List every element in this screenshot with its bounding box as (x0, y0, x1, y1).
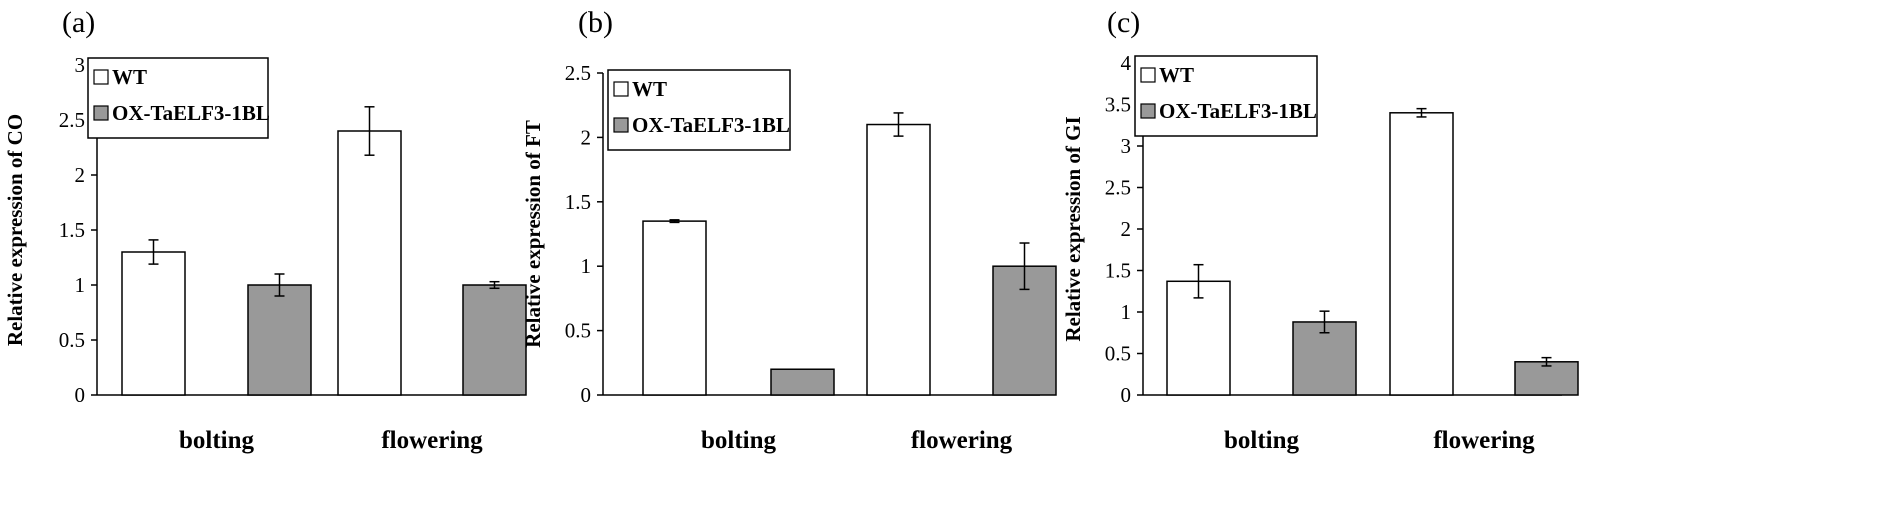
y-tick-label: 1.5 (1105, 259, 1131, 283)
x-category-label: flowering (1433, 427, 1535, 454)
legend-swatch (93, 105, 109, 121)
legend-box (87, 57, 269, 139)
legend-swatch (613, 117, 629, 133)
x-category-label: flowering (381, 427, 483, 454)
x-category-label: bolting (1224, 427, 1300, 454)
bar-ox-flowering (1514, 361, 1579, 396)
y-tick-label: 1 (581, 254, 592, 278)
legend-box (1134, 55, 1318, 137)
bar-ox-bolting (770, 368, 835, 396)
legend-swatch (1140, 67, 1156, 83)
bar-wt-bolting (1166, 280, 1231, 396)
y-tick-label: 4 (1121, 51, 1132, 75)
legend-entry: WT (112, 65, 147, 89)
y-axis-label: Relative expression of FT (521, 120, 545, 348)
bar-ox-bolting (1292, 321, 1357, 396)
y-tick-label: 2.5 (1105, 176, 1131, 200)
legend-entry: WT (632, 77, 667, 101)
y-tick-label: 1.5 (565, 190, 591, 214)
chart-panel-3: (c) 0 0.5 1 1.5 2 2.5 3 3.5 4 Relative expression … (1061, 6, 1579, 454)
y-tick-label: 3 (1121, 134, 1132, 158)
chart-panel-1: (a) 0 0.5 1 1.5 2 2.5 3 Relative expression of C… (3, 6, 527, 454)
y-tick-label: 1 (1121, 300, 1132, 324)
y-axis-label: Relative expression of GI (1061, 116, 1085, 341)
legend: WT OX-TaELF3-1BL (607, 69, 791, 151)
bar-wt-flowering (866, 123, 931, 396)
bar-wt-bolting (642, 220, 707, 396)
panel-label: (a) (62, 6, 95, 39)
legend-entry: WT (1159, 63, 1194, 87)
y-tick-label: 2 (581, 125, 592, 149)
legend-box (607, 69, 791, 151)
y-tick-label: 0 (581, 383, 592, 407)
y-axis-label: Relative expression of CO (3, 114, 27, 346)
y-tick-label: 1.5 (59, 218, 85, 242)
x-category-label: bolting (179, 427, 255, 454)
y-tick-label: 0.5 (59, 328, 85, 352)
legend: WT OX-TaELF3-1BL (1134, 55, 1318, 137)
x-category-label: flowering (911, 427, 1013, 454)
y-tick-label: 3.5 (1105, 93, 1131, 117)
y-tick-label: 2.5 (59, 108, 85, 132)
x-category-label: bolting (701, 427, 777, 454)
legend-entry: OX-TaELF3-1BL (1159, 99, 1317, 123)
y-tick-label: 2 (1121, 217, 1132, 241)
y-tick-label: 1 (75, 273, 86, 297)
chart-panel-2: (b) 0 0.5 1 1.5 2 2.5 Relative expression of FT… (521, 6, 1057, 454)
bar-wt-flowering (337, 130, 402, 396)
legend-swatch (1140, 103, 1156, 119)
y-tick-label: 3 (75, 53, 86, 77)
panel-label: (b) (578, 6, 613, 39)
y-tick-label: 0.5 (565, 319, 591, 343)
legend-swatch (93, 69, 109, 85)
legend: WT OX-TaELF3-1BL (87, 57, 270, 139)
bar-wt-flowering (1389, 112, 1454, 396)
panel-label: (c) (1107, 6, 1140, 39)
y-tick-label: 2.5 (565, 61, 591, 85)
y-tick-label: 0 (1121, 383, 1132, 407)
bar-ox-flowering (462, 284, 527, 396)
legend-entry: OX-TaELF3-1BL (632, 113, 790, 137)
bar-ox-bolting (247, 284, 312, 396)
legend-swatch (613, 81, 629, 97)
y-tick-label: 0.5 (1105, 342, 1131, 366)
y-tick-label: 0 (75, 383, 86, 407)
legend-entry: OX-TaELF3-1BL (112, 101, 270, 125)
y-tick-label: 2 (75, 163, 86, 187)
bar-wt-bolting (121, 251, 186, 396)
